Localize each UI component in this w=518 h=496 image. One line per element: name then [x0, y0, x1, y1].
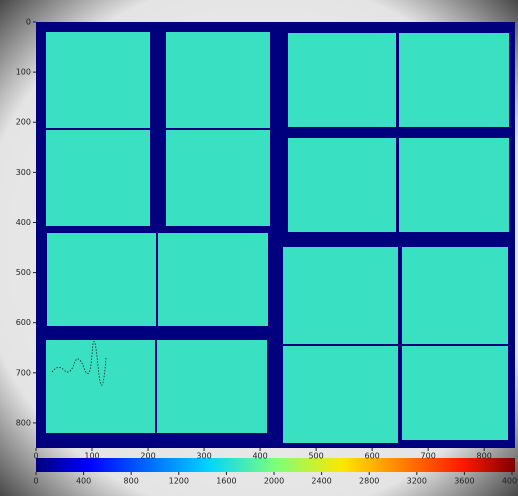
x-tick-label: 100	[84, 452, 99, 461]
colorbar-tick-label: 3200	[407, 477, 427, 486]
colorbar-tick-label: 400	[76, 477, 91, 486]
colorbar-tick-label: 2000	[264, 477, 284, 486]
y-tick-label: 200	[16, 118, 31, 127]
y-tick-label: 700	[16, 368, 31, 377]
x-tick-label: 700	[421, 452, 436, 461]
page: 0 100 200 300 400 500 600 700 800 0 100 200 300 400 50…	[0, 0, 518, 496]
y-tick-label: 800	[16, 418, 31, 427]
x-tick-label: 500	[308, 452, 323, 461]
colorbar-tick-label: 1200	[169, 477, 189, 486]
colorbar-tick-label: 1600	[216, 477, 236, 486]
x-tick-label: 300	[196, 452, 211, 461]
colorbar-tick-label: 4000	[502, 477, 518, 486]
colorbar-tick-label: 3600	[454, 477, 474, 486]
x-tick-label: 600	[364, 452, 379, 461]
chart: 0 100 200 300 400 500 600 700 800 0 100 200 300 400 50…	[0, 0, 518, 496]
colorbar-tick-label: 2400	[311, 477, 331, 486]
y-tick-label: 0	[26, 18, 31, 27]
colorbar-tick-label: 0	[33, 477, 38, 486]
colorbar-tick-label: 2800	[359, 477, 379, 486]
y-tick-label: 500	[16, 268, 31, 277]
y-tick-label: 400	[16, 218, 31, 227]
x-tick-label: 400	[252, 452, 267, 461]
colorbar-tick-label: 800	[124, 477, 139, 486]
y-tick-label: 100	[16, 68, 31, 77]
x-tick-label: 200	[140, 452, 155, 461]
x-tick-label: 800	[477, 452, 492, 461]
x-tick-label: 0	[33, 452, 38, 461]
colorbar	[36, 458, 515, 472]
y-tick-label: 300	[16, 168, 31, 177]
y-tick-label: 600	[16, 318, 31, 327]
